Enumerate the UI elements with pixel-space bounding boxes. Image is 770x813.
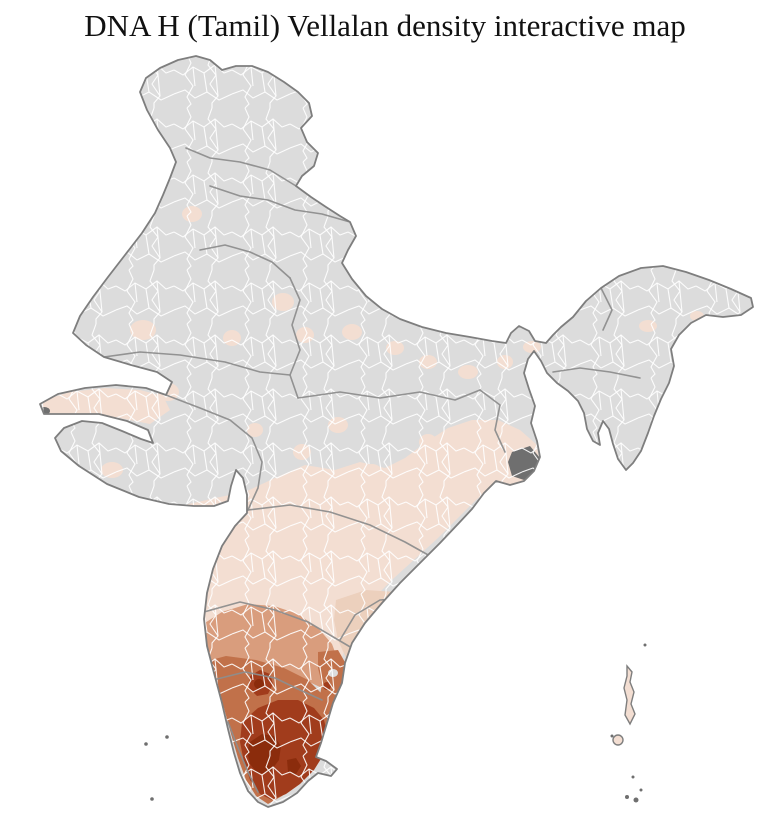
page-title: DNA H (Tamil) Vellalan density interacti…: [84, 8, 686, 43]
andaman-nicobar-islands[interactable]: [610, 643, 647, 803]
state-borders: [103, 147, 641, 793]
lakshadweep-islands[interactable]: [144, 735, 169, 801]
india-outline: [39, 55, 754, 808]
